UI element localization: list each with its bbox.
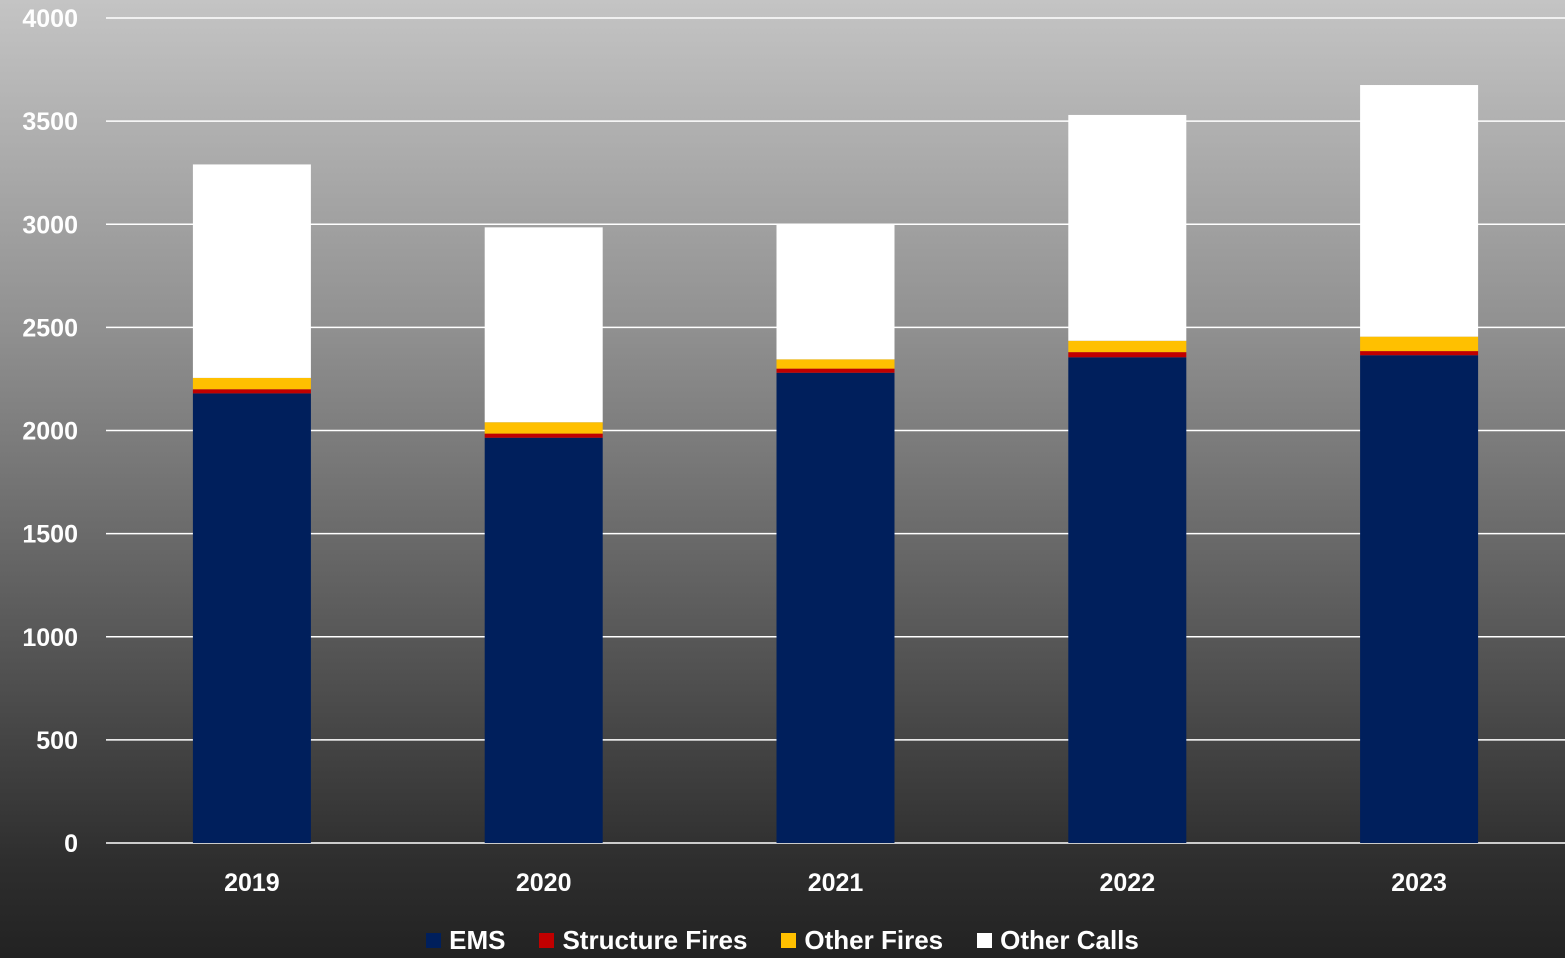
y-tick-label-500: 500 xyxy=(36,727,78,755)
legend-swatch-other-fires xyxy=(781,932,797,948)
y-tick-label-2000: 2000 xyxy=(22,418,78,446)
bar-other-calls-2021 xyxy=(776,224,895,360)
y-tick-label-0: 0 xyxy=(64,830,78,858)
y-tick-label-4000: 4000 xyxy=(22,5,78,33)
bar-other-calls-2019 xyxy=(192,164,311,378)
legend-label-ems: EMS xyxy=(449,924,506,955)
legend-label-structure-fires: Structure Fires xyxy=(562,924,748,955)
bar-ems-2022 xyxy=(1068,357,1187,843)
bar-ems-2023 xyxy=(1360,355,1479,843)
legend-label-other-calls: Other Calls xyxy=(1000,924,1139,955)
y-tick-label-1000: 1000 xyxy=(22,624,78,652)
chart-legend: EMS Structure Fires Other Fires Other Ca… xyxy=(0,922,1565,958)
legend-swatch-structure-fires xyxy=(539,932,555,948)
bar-other-fires-2023 xyxy=(1360,336,1479,352)
chart-canvas: 0 500 1000 1500 2000 2500 3000 3500 4000 2019 202… xyxy=(22,5,1479,897)
bar-other-fires-2019 xyxy=(192,377,311,390)
legend-item-ems: EMS xyxy=(426,925,505,956)
bar-structure-fires-2019 xyxy=(192,389,311,394)
bar-ems-2019 xyxy=(192,393,311,843)
bar-other-fires-2020 xyxy=(484,422,603,434)
y-tick-label-3500: 3500 xyxy=(22,108,78,136)
x-axis-tick-labels: 2019 2020 2021 2022 2023 xyxy=(224,869,1447,897)
legend-item-other-calls: Other Calls xyxy=(977,925,1139,956)
legend-item-other-fires: Other Fires xyxy=(781,925,943,956)
legend-swatch-ems xyxy=(426,932,442,948)
bar-structure-fires-2021 xyxy=(776,368,895,373)
x-tick-label-2021: 2021 xyxy=(808,869,864,897)
legend-item-structure-fires: Structure Fires xyxy=(539,925,747,956)
bar-other-fires-2021 xyxy=(776,359,895,369)
bar-other-calls-2022 xyxy=(1068,114,1187,341)
y-tick-label-2500: 2500 xyxy=(22,314,78,342)
x-tick-label-2023: 2023 xyxy=(1391,869,1447,897)
x-tick-label-2019: 2019 xyxy=(224,869,280,897)
bar-structure-fires-2023 xyxy=(1360,351,1479,356)
y-tick-label-3000: 3000 xyxy=(22,211,78,239)
bar-structure-fires-2020 xyxy=(484,433,603,438)
y-axis-tick-labels: 0 500 1000 1500 2000 2500 3000 3500 4000 xyxy=(22,5,78,858)
bars xyxy=(192,85,1479,843)
bar-structure-fires-2022 xyxy=(1068,352,1187,358)
x-tick-label-2022: 2022 xyxy=(1099,869,1155,897)
bar-ems-2020 xyxy=(484,437,603,843)
legend-label-other-fires: Other Fires xyxy=(804,924,944,955)
y-tick-label-1500: 1500 xyxy=(22,521,78,549)
bar-ems-2021 xyxy=(776,372,895,843)
bar-other-calls-2023 xyxy=(1360,85,1479,337)
bar-other-calls-2020 xyxy=(484,227,603,423)
bar-other-fires-2022 xyxy=(1068,340,1187,353)
x-tick-label-2020: 2020 xyxy=(516,869,572,897)
legend-swatch-other-calls xyxy=(977,932,993,948)
